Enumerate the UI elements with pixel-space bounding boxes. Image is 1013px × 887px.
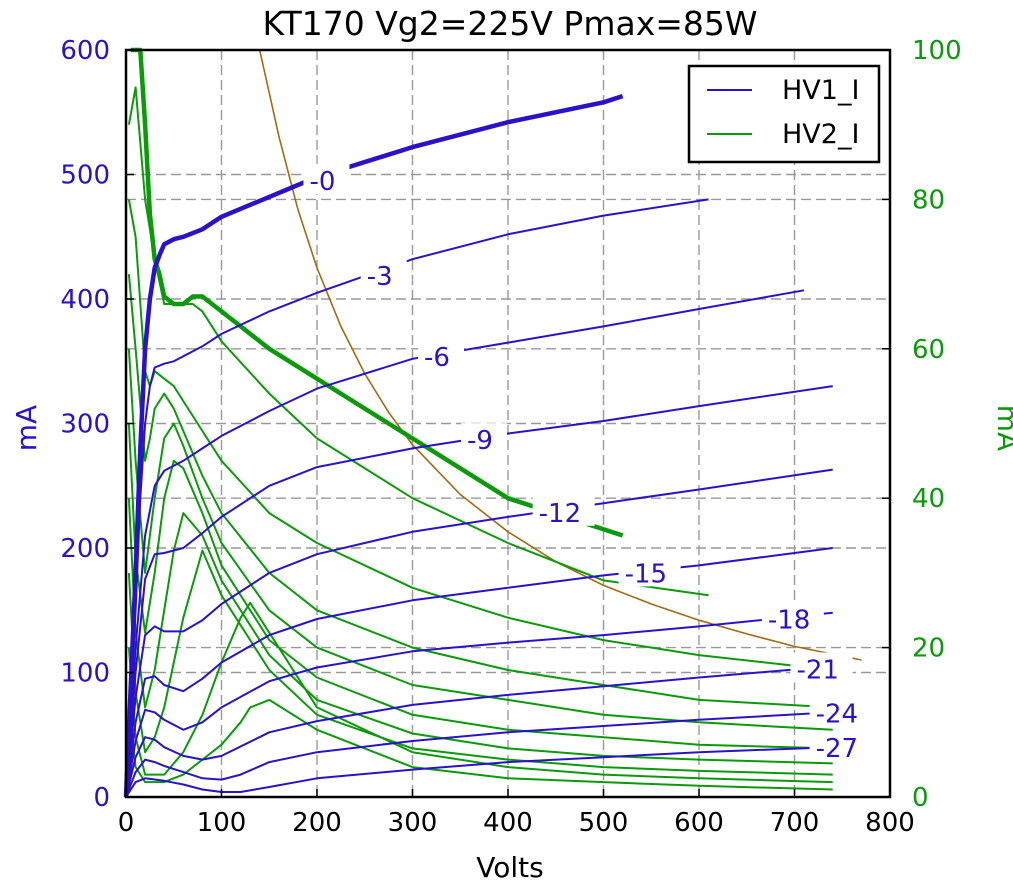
y-left-tick-label: 500 [60,161,110,191]
y-left-tick-label: 200 [60,534,110,564]
hv2-series-line [127,698,833,791]
x-tick-label: 200 [292,808,342,838]
hv2-series-line [127,348,833,731]
hv1-series-line [125,611,833,798]
x-axis-label: Volts [476,851,543,884]
hv1-series-line [125,665,833,798]
x-tick-label: 500 [579,808,629,838]
hv2-series-line [127,274,833,709]
hv2-series-line [130,47,624,538]
y-left-tick-label: 100 [60,659,110,689]
hv2-series-line [127,423,833,750]
legend-hv2-label: HV2_I [782,119,859,150]
curve-label: -27 [816,734,858,764]
curve-label-bg [532,495,595,526]
curve-label: -3 [367,262,393,292]
y-right-tick-label: 60 [912,335,945,365]
curve-label-bg [418,340,465,371]
hv1-series-line [125,711,833,798]
hv1-series-line [125,289,805,798]
hv2-series-line [127,601,833,784]
x-tick-label: 700 [770,808,820,838]
legend: HV1_I HV2_I [687,64,881,164]
hv2-series-group [127,47,833,791]
x-tick-label: 100 [197,808,247,838]
hv1-series-line [125,468,833,798]
hv1-series-line [125,198,709,798]
curve-label-bg [809,696,872,727]
y-axis-label-right: mA [991,405,1013,451]
x-tick-label: 300 [388,808,438,838]
hv2-series-line [127,549,833,776]
x-tick-label: 600 [674,808,724,838]
y-right-tick-label: 40 [912,484,945,514]
curve-label: -12 [539,499,581,529]
curve-labels: -0 -3 -6 -9 -12 -15 -18 -21 -24 -27 [303,163,872,764]
y-right-tick-label: 80 [912,185,945,215]
hv1-series-line [125,385,833,798]
y-right-tick-label: 100 [912,36,962,66]
curve-label: -18 [768,606,810,636]
x-tick-label: 0 [118,808,135,838]
hv2-series-line [127,199,833,671]
hv2-series-line [127,86,709,597]
x-tick-label: 800 [865,808,915,838]
y-left-tick-label: 0 [93,783,110,813]
hv1-series-line [125,746,833,798]
y-right-tick-label: 0 [912,783,929,813]
curve-label: -0 [309,167,335,197]
y-left-tick-label: 400 [60,285,110,315]
hv2-series-line [127,498,833,765]
legend-box [687,64,881,164]
y-left-tick-label: 600 [60,36,110,66]
curve-label-bg [761,602,824,633]
curve-label-bg [790,652,853,683]
curve-label-bg [809,730,872,761]
y-axis-label-left: mA [10,405,43,451]
curve-label-bg [618,556,681,587]
legend-hv1-label: HV1_I [782,75,859,106]
curve-label-bg [461,423,508,454]
curve-label-bg [360,258,407,289]
axis-ticks: 0 100 200 300 400 500 600 700 800010020030040050… [60,36,961,838]
curve-label: -6 [424,343,450,373]
hv1-series-line [125,547,833,798]
x-tick-label: 400 [483,808,533,838]
y-right-tick-label: 20 [912,634,945,664]
curve-label: -24 [816,699,858,729]
curve-label: -15 [625,559,667,589]
chart-title: KT170 Vg2=225V Pmax=85W [263,4,758,43]
curve-label-bg [303,163,350,194]
hv1-series-line [123,93,624,798]
y-left-tick-label: 300 [60,410,110,440]
curve-label: -21 [797,655,839,685]
curve-label: -9 [467,426,493,456]
